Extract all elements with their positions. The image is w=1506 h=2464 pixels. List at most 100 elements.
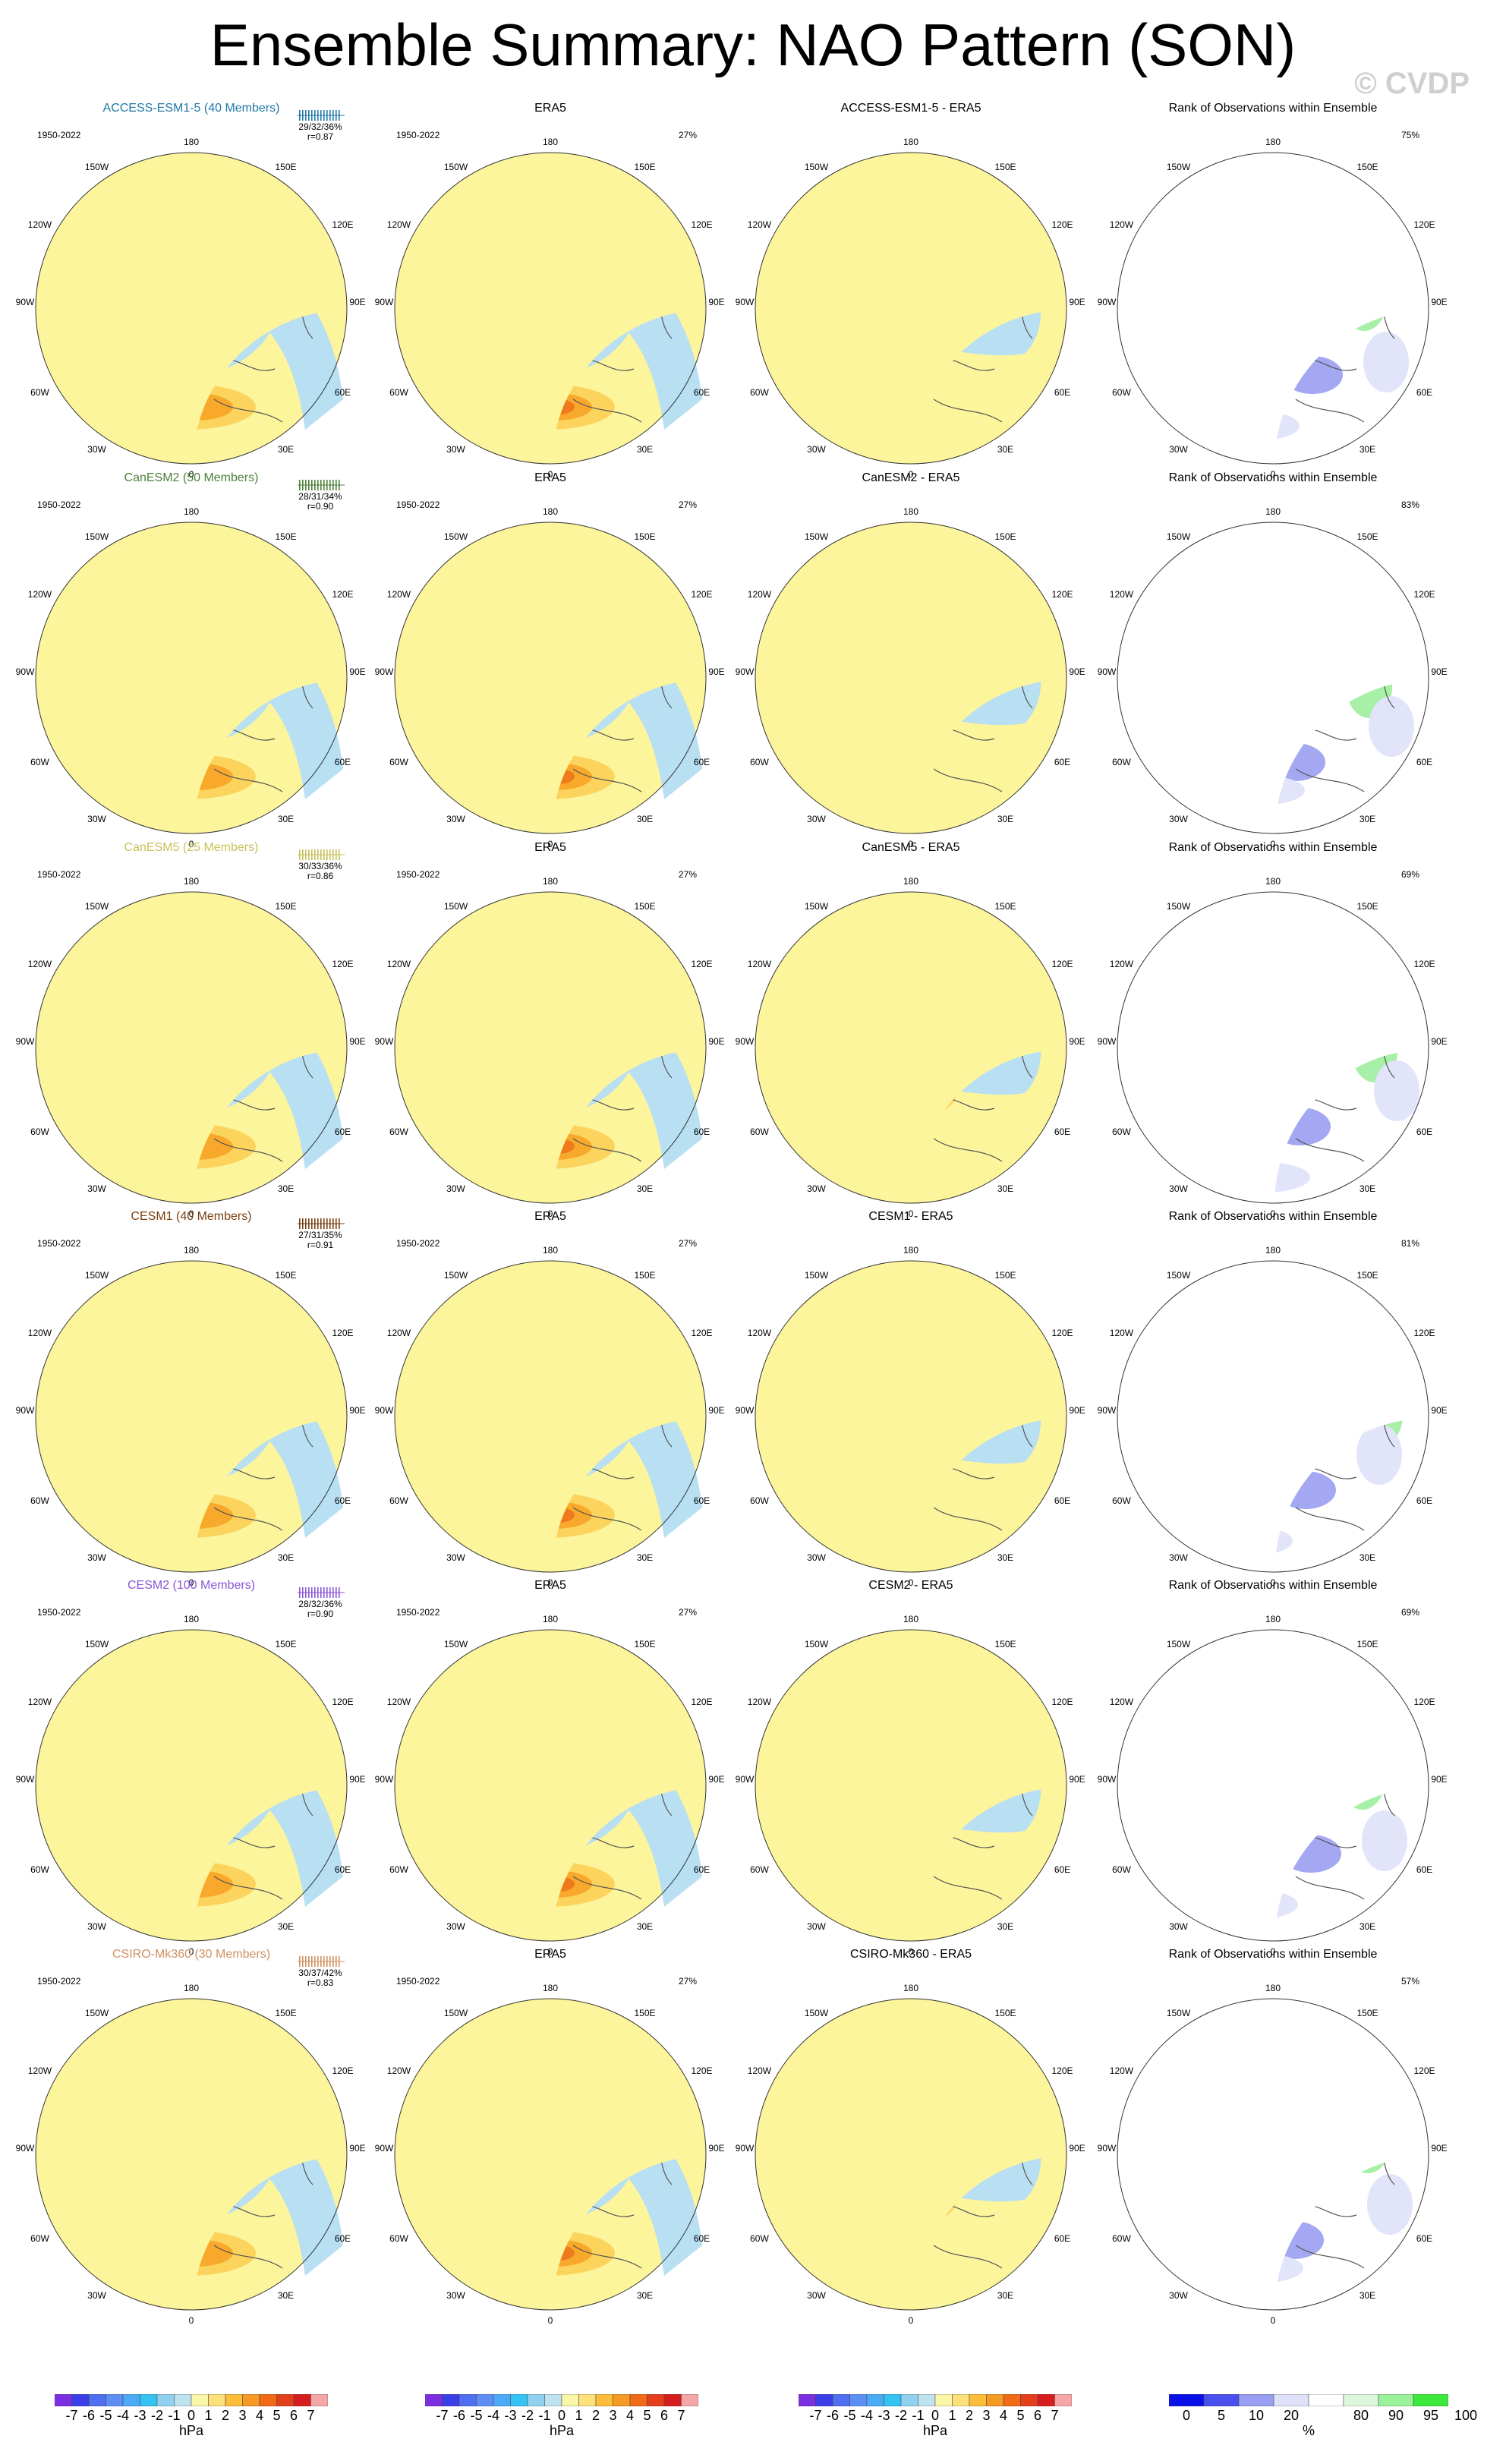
- longitude-label: 60W: [389, 1864, 408, 1875]
- map-background: [1117, 522, 1429, 833]
- longitude-label: 120E: [1051, 958, 1073, 969]
- longitude-label: 30W: [807, 1552, 826, 1563]
- polar-map: [1117, 152, 1429, 465]
- longitude-label: 30W: [807, 2289, 826, 2301]
- longitude-label: 60W: [30, 1126, 49, 1137]
- longitude-label: 30E: [277, 1920, 295, 1932]
- longitude-label: 30E: [997, 443, 1014, 455]
- longitude-label: 60W: [750, 1126, 769, 1137]
- model-panel-title: CSIRO-Mk360 (30 Members): [112, 1948, 271, 1961]
- longitude-label: 60E: [1054, 1126, 1071, 1137]
- era-panel-title: ERA5: [534, 471, 566, 484]
- longitude-label: 120E: [1413, 2065, 1435, 2076]
- longitude-label: 30E: [1359, 1552, 1376, 1563]
- longitude-label: 60E: [1416, 1864, 1433, 1875]
- rank-blob: [1374, 1060, 1419, 1121]
- longitude-label: 150W: [1166, 531, 1191, 543]
- colorbar-tick-label: 1: [948, 2408, 956, 2423]
- longitude-label: 180: [542, 506, 559, 517]
- longitude-label: 150E: [994, 162, 1016, 173]
- years-label: 1950-2022: [396, 869, 440, 880]
- map-background: [1117, 1630, 1429, 1941]
- longitude-label: 30W: [807, 1183, 826, 1194]
- polar-map: [394, 152, 707, 465]
- colorbar-tick-label: 5: [643, 2408, 651, 2423]
- colorbar-tick-label: 3: [238, 2408, 247, 2423]
- hpa-colorbar-2: [425, 2394, 698, 2406]
- longitude-label: 90E: [1431, 1405, 1448, 1416]
- pos-contour-2: [552, 1861, 615, 1907]
- longitude-label: 180: [1265, 137, 1281, 147]
- longitude-label: 90W: [15, 1036, 35, 1047]
- map-border: [755, 891, 1067, 1204]
- longitude-label: 30E: [277, 813, 295, 824]
- longitude-label: 180: [903, 137, 919, 147]
- neg-band: [611, 679, 702, 799]
- colorbar-swatch: [208, 2394, 226, 2406]
- longitude-label: 150E: [1356, 1270, 1378, 1281]
- longitude-label: 60E: [1054, 2232, 1071, 2244]
- map-background: [755, 1630, 1066, 1941]
- longitude-label: 0: [547, 839, 553, 849]
- longitude-label: 150W: [443, 1639, 468, 1650]
- longitude-label: 150E: [994, 1639, 1016, 1650]
- pattern-correlation: r=0.91: [307, 1240, 334, 1250]
- longitude-label: 120W: [1109, 1696, 1134, 1707]
- colorbar-swatch: [934, 2394, 953, 2406]
- longitude-label: 0: [547, 1946, 553, 1957]
- longitude-label: 60E: [1416, 1495, 1433, 1506]
- colorbar-tick-label: 4: [255, 2408, 264, 2423]
- colorbar-tick-label: -7: [65, 2408, 78, 2423]
- longitude-label: 120W: [386, 2065, 411, 2076]
- longitude-label: 180: [183, 1983, 200, 1993]
- colorbar-swatch: [259, 2394, 277, 2406]
- colorbar-tick-label: 3: [609, 2408, 617, 2423]
- longitude-label: 60E: [1054, 386, 1071, 398]
- longitude-label: 60W: [1112, 756, 1131, 767]
- colorbar-swatch: [1413, 2394, 1448, 2406]
- longitude-label: 0: [188, 839, 194, 849]
- longitude-label: 120E: [1413, 219, 1435, 230]
- years-label: 1950-2022: [396, 1976, 440, 1987]
- longitude-label: 90W: [15, 1774, 35, 1785]
- colorbar-swatch: [561, 2394, 579, 2406]
- longitude-label: 0: [188, 1577, 194, 1588]
- longitude-label: 120W: [27, 1327, 52, 1338]
- longitude-label: 150E: [275, 901, 297, 912]
- colorbar-tick-label: 3: [982, 2408, 991, 2423]
- longitude-label: 150E: [634, 901, 656, 912]
- longitude-label: 90W: [735, 1036, 755, 1047]
- longitude-label: 30E: [997, 813, 1014, 824]
- polar-map: [394, 521, 707, 834]
- longitude-label: 150E: [1356, 162, 1378, 173]
- longitude-label: 150W: [1166, 901, 1191, 912]
- longitude-label: 180: [183, 137, 200, 147]
- longitude-label: 0: [1270, 1208, 1276, 1219]
- longitude-label: 150E: [275, 1639, 297, 1650]
- diff-panel-title: CESM2 - ERA5: [868, 1579, 953, 1592]
- longitude-label: 150E: [275, 162, 297, 173]
- map-background: [395, 1261, 706, 1572]
- longitude-label: 0: [188, 2315, 194, 2326]
- longitude-label: 120E: [1051, 1327, 1073, 1338]
- longitude-label: 90W: [735, 297, 755, 307]
- polar-map: [394, 1260, 707, 1573]
- longitude-label: 60E: [693, 386, 710, 398]
- longitude-label: 150W: [804, 901, 829, 912]
- colorbar-tick-label: -7: [436, 2408, 449, 2423]
- longitude-label: 120W: [386, 588, 411, 600]
- map-background: [36, 522, 347, 833]
- colorbar-tick-label: -4: [116, 2408, 130, 2423]
- longitude-label: 150W: [443, 901, 468, 912]
- colorbar-tick-label: 2: [591, 2408, 600, 2423]
- map-border: [1117, 521, 1429, 834]
- longitude-label: 180: [1265, 1614, 1281, 1624]
- longitude-label: 30E: [997, 1183, 1014, 1194]
- stats-label: 29/32/36% r=0.87: [286, 122, 354, 142]
- longitude-label: 30W: [1169, 443, 1188, 455]
- longitude-label: 30W: [807, 1920, 826, 1932]
- longitude-label: 90W: [374, 1774, 394, 1785]
- longitude-label: 120W: [386, 1696, 411, 1707]
- longitude-label: 60W: [1112, 1495, 1131, 1506]
- pattern-percent: 27%: [679, 1607, 698, 1618]
